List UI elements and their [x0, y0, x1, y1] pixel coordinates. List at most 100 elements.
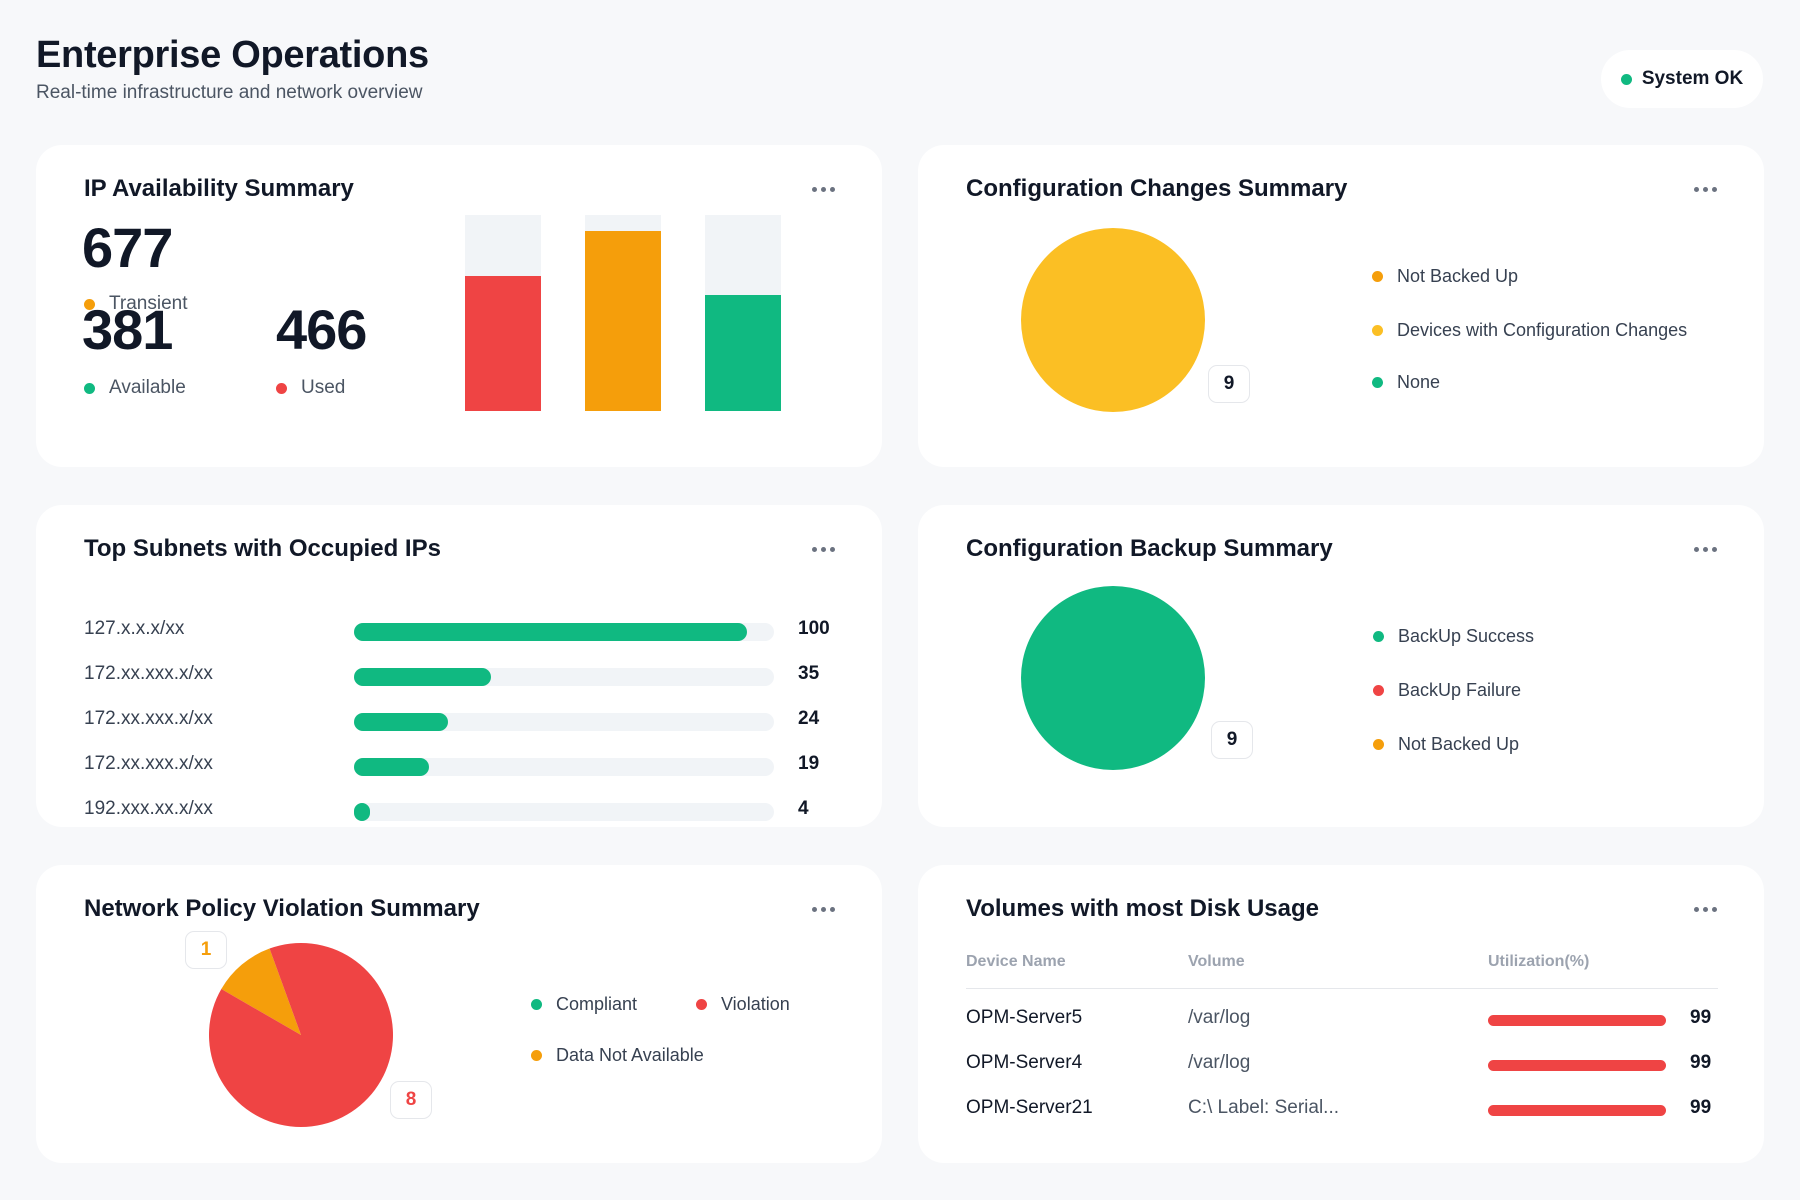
bar-track [705, 215, 781, 411]
legend-label: Devices with Configuration Changes [1397, 320, 1688, 340]
disk-usage-title: Volumes with most Disk Usage [966, 895, 1319, 922]
subnet-row: 127.x.x.x/xx 100 [84, 615, 844, 645]
legend-item: None [1372, 372, 1440, 393]
legend-dot-icon [1372, 325, 1383, 336]
legend-compliant: Compliant [531, 994, 637, 1015]
subnet-value: 35 [798, 663, 820, 684]
pie-slice-violation[interactable] [208, 943, 393, 1127]
column-header-device[interactable]: Device Name [966, 953, 1066, 970]
pie-slice [1021, 586, 1205, 770]
config-changes-count-badge: 9 [1208, 365, 1250, 403]
used-label: Used [301, 377, 346, 398]
legend-label: Data Not Available [556, 1045, 704, 1065]
compliant-dot-icon [531, 999, 542, 1010]
config-backup-pie-chart [1021, 586, 1205, 770]
utilization-bar [1488, 1015, 1666, 1026]
column-header-utilization[interactable]: Utilization(%) [1488, 953, 1590, 970]
legend-label: Not Backed Up [1398, 734, 1520, 754]
legend-item: BackUp Failure [1373, 680, 1521, 701]
legend-item: BackUp Success [1373, 626, 1534, 647]
policy-violation-pie-chart [208, 943, 393, 1127]
data-not-available-dot-icon [531, 1050, 542, 1061]
volume-cell: /var/log [1188, 1007, 1251, 1028]
subnet-bar[interactable] [354, 803, 370, 821]
utilization-bar [1488, 1105, 1666, 1116]
config-backup-card: Configuration Backup Summary 9 BackUp Su… [918, 505, 1764, 827]
bar-track [585, 215, 661, 411]
table-header-divider [966, 988, 1718, 989]
subnet-label: 127.x.x.x/xx [84, 618, 185, 639]
subnet-value: 4 [798, 798, 809, 819]
more-options-icon[interactable] [808, 539, 838, 559]
ip-availability-card: IP Availability Summary 677 Transient 38… [36, 145, 882, 467]
device-name-cell: OPM-Server4 [966, 1052, 1083, 1073]
data-not-available-count-badge: 1 [185, 931, 227, 969]
status-dot-icon [1620, 73, 1632, 85]
more-options-icon[interactable] [1690, 899, 1720, 919]
subnet-value: 19 [798, 753, 820, 774]
legend-label: None [1397, 372, 1441, 392]
page-subtitle: Real-time infrastructure and network ove… [36, 82, 423, 103]
policy-violation-title: Network Policy Violation Summary [84, 895, 480, 922]
subnet-bar-track [354, 758, 774, 776]
legend-dot-icon [1373, 685, 1384, 696]
legend-dot-icon [1373, 631, 1384, 642]
subnet-row: 172.xx.xxx.x/xx 19 [84, 750, 844, 780]
bar-transient[interactable] [585, 230, 661, 411]
config-changes-title: Configuration Changes Summary [966, 175, 1348, 202]
subnet-bar[interactable] [354, 623, 747, 641]
subnet-bar-track [354, 668, 774, 686]
ip-availability-title: IP Availability Summary [84, 175, 354, 202]
legend-item: Not Backed Up [1372, 266, 1518, 287]
transient-label: Transient [109, 293, 188, 314]
column-header-volume[interactable]: Volume [1188, 953, 1245, 970]
subnet-bar[interactable] [354, 758, 429, 776]
transient-dot-icon [84, 298, 95, 310]
legend-label: Compliant [556, 994, 638, 1014]
config-changes-pie-chart [1021, 228, 1205, 412]
available-dot-icon [84, 382, 95, 394]
subnet-bar[interactable] [354, 713, 449, 731]
bar-used[interactable] [465, 275, 541, 411]
volume-cell: C:\ Label: Serial... [1188, 1097, 1340, 1118]
pie-slice-data-not-available[interactable] [221, 948, 301, 1035]
used-label-row: Used [276, 377, 345, 399]
more-options-icon[interactable] [808, 899, 838, 919]
bar-track [465, 215, 541, 411]
legend-violation: Violation [696, 994, 790, 1015]
legend-item: Devices with Configuration Changes [1372, 320, 1687, 341]
legend-data-not-available: Data Not Available [531, 1045, 704, 1066]
device-name-cell: OPM-Server21 [966, 1097, 1093, 1118]
violation-dot-icon [696, 999, 707, 1010]
legend-dot-icon [1372, 271, 1383, 282]
subnet-bar-track [354, 623, 774, 641]
legend-item: Not Backed Up [1373, 734, 1519, 755]
more-options-icon[interactable] [1690, 179, 1720, 199]
subnet-value: 100 [798, 618, 830, 639]
utilization-value: 99 [1690, 1052, 1712, 1073]
config-changes-card: Configuration Changes Summary 9 Not Back… [918, 145, 1764, 467]
available-value: 381 [82, 298, 173, 361]
subnet-value: 24 [798, 708, 820, 729]
available-label: Available [109, 377, 186, 398]
transient-value: 677 [82, 216, 173, 279]
legend-dot-icon [1373, 739, 1384, 750]
legend-label: BackUp Failure [1398, 680, 1522, 700]
subnet-label: 192.xxx.xx.x/xx [84, 798, 213, 819]
legend-label: Violation [721, 994, 790, 1014]
top-subnets-title: Top Subnets with Occupied IPs [84, 535, 441, 562]
subnet-bar[interactable] [354, 668, 492, 686]
subnet-label: 172.xx.xxx.x/xx [84, 753, 213, 774]
used-dot-icon [276, 382, 287, 394]
subnet-row: 172.xx.xxx.x/xx 35 [84, 660, 844, 690]
more-options-icon[interactable] [1690, 539, 1720, 559]
transient-label-row: Transient [84, 293, 188, 315]
legend-label: Not Backed Up [1397, 266, 1519, 286]
bar-available[interactable] [705, 295, 781, 411]
subnet-row: 172.xx.xxx.x/xx 24 [84, 705, 844, 735]
pie-slice [1021, 228, 1205, 412]
subnet-bar-track [354, 713, 774, 731]
system-status-badge: System OK [1601, 50, 1763, 108]
config-backup-count-badge: 9 [1211, 721, 1253, 759]
more-options-icon[interactable] [808, 179, 838, 199]
